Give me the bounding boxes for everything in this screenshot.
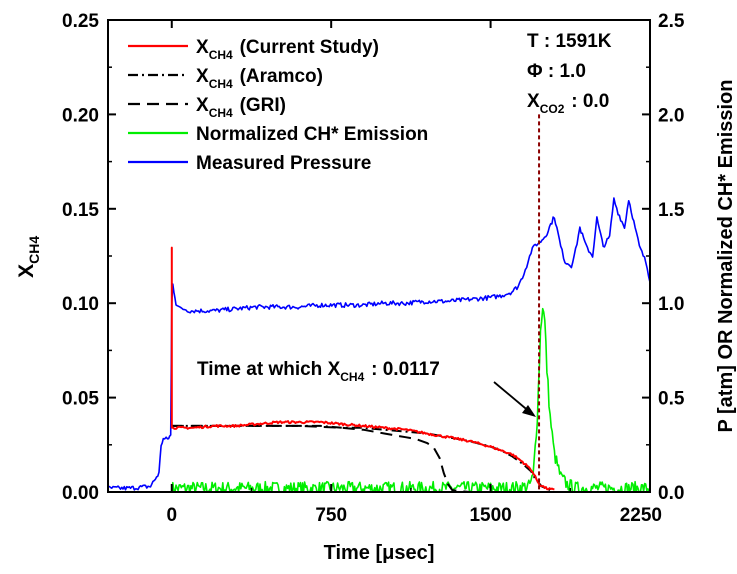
legend-label: XCH4 (GRI) bbox=[196, 95, 286, 120]
x-tick-label: 1500 bbox=[469, 505, 511, 526]
x-tick-label: 0 bbox=[166, 505, 177, 526]
legend-label: Normalized CH* Emission bbox=[196, 124, 428, 145]
y-right-axis-label: P [atm] OR Normalized CH* Emission bbox=[715, 79, 737, 432]
condition-text: XCO2 : 0.0 bbox=[527, 91, 609, 116]
y-right-tick-label: 0.5 bbox=[658, 389, 685, 410]
series-normalized-ch-emission bbox=[171, 307, 650, 492]
annotation: Time at which XCH4 : 0.0117 bbox=[197, 359, 536, 417]
y-right-tick-label: 2.5 bbox=[658, 11, 685, 32]
series-aramco bbox=[171, 424, 551, 492]
y-left-tick-label: 0.10 bbox=[62, 294, 99, 315]
y-right-tick-label: 1.0 bbox=[658, 294, 684, 315]
legend-label: Measured Pressure bbox=[196, 153, 371, 174]
y-left-tick-label: 0.20 bbox=[62, 105, 99, 126]
conditions: T : 1591K Φ : 1.0 XCO2 : 0.0 bbox=[527, 31, 612, 116]
y-left-tick-label: 0.00 bbox=[62, 483, 99, 504]
y-right-tick-label: 0.0 bbox=[658, 483, 684, 504]
ticks: 0 750 1500 2250 0.00 0.05 0.10 0.15 0.20 0.25 0.0 0… bbox=[62, 11, 685, 526]
y-left-tick-label: 0.05 bbox=[62, 389, 99, 410]
annotation-arrow-line bbox=[493, 381, 532, 414]
legend-label: XCH4 (Current Study) bbox=[196, 37, 379, 62]
x-tick-label: 750 bbox=[315, 505, 347, 526]
condition-text: Φ : 1.0 bbox=[527, 61, 586, 82]
legend: XCH4 (Current Study) XCH4 (Aramco) XCH4 (G… bbox=[128, 37, 428, 174]
y-left-tick-label: 0.25 bbox=[62, 11, 99, 32]
y-right-tick-label: 2.0 bbox=[658, 105, 684, 126]
y-right-tick-label: 1.5 bbox=[658, 200, 685, 221]
y-left-axis-label: XCH4 bbox=[15, 234, 42, 278]
series-current-study bbox=[170, 246, 555, 491]
y-left-tick-label: 0.15 bbox=[62, 200, 99, 221]
plot-content bbox=[108, 114, 650, 492]
x-tick-label: 2250 bbox=[620, 505, 662, 526]
series-measured-pressure bbox=[108, 197, 650, 491]
legend-label: XCH4 (Aramco) bbox=[196, 66, 323, 91]
annotation-arrow-head bbox=[522, 405, 536, 417]
axis-labels: Time [μsec] XCH4 P [atm] OR Normalized CH… bbox=[15, 79, 737, 564]
annotation-text: Time at which XCH4 : 0.0117 bbox=[197, 359, 440, 384]
x-axis-label: Time [μsec] bbox=[324, 542, 435, 564]
condition-text: T : 1591K bbox=[527, 31, 612, 52]
